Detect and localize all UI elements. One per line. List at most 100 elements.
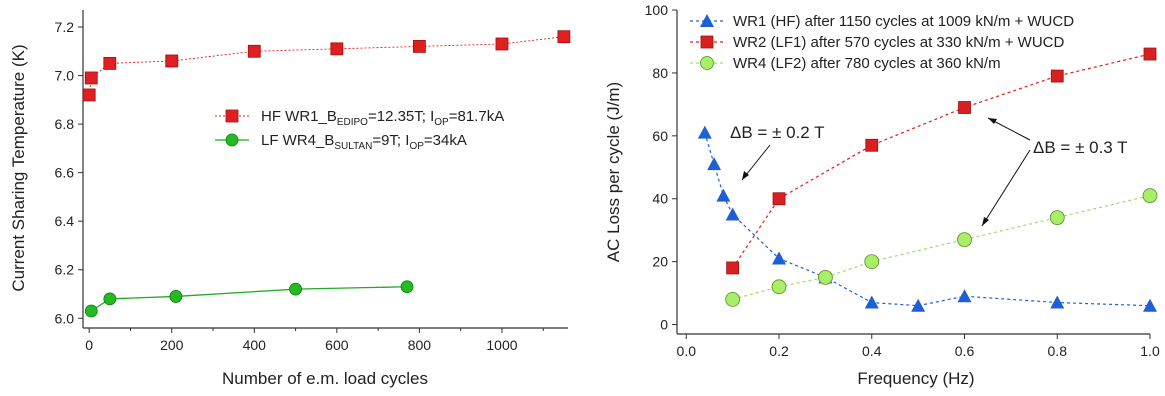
square-marker <box>413 40 426 53</box>
circle-marker <box>725 291 741 307</box>
y-tick-label: 6.6 <box>55 165 75 181</box>
legend-hf-sub1: EDIPO <box>337 117 368 128</box>
triangle-marker <box>716 188 731 202</box>
svg-text:LF WR4_BSULTAN=9T; IOP=34kA: LF WR4_BSULTAN=9T; IOP=34kA <box>261 132 467 152</box>
series-line <box>732 195 1151 300</box>
left-y-axis-label: Current Sharing Temperature (K) <box>9 44 28 291</box>
right-x-ticks: 0.0 0.2 0.4 0.6 0.8 1.0 <box>677 334 1160 359</box>
left-x-axis-label: Number of e.m. load cycles <box>222 369 428 388</box>
legend-hf-pre: HF WR1_B <box>261 108 337 125</box>
square-marker <box>1050 69 1064 83</box>
legend-hf-mid: =12.35T; I <box>368 108 434 125</box>
x-tick-label: 0.4 <box>862 343 882 359</box>
square-marker <box>495 37 509 51</box>
left-chart: 6.06.26.46.66.87.07.2 0 200 400 600 800 1000 … <box>9 10 571 388</box>
y-tick-label: 6.8 <box>55 116 75 132</box>
annotation-arrowhead-03b <box>982 217 989 226</box>
left-legend: HF WR1_BEDIPO=12.35T; IOP=81.7kA LF WR4_… <box>215 108 504 152</box>
x-tick-label: 0 <box>85 337 93 353</box>
legend-wr2-label: WR2 (LF1) after 570 cycles at 330 kN/m +… <box>733 34 1065 51</box>
left-legend-item-hf: HF WR1_BEDIPO=12.35T; IOP=81.7kA <box>215 108 504 128</box>
circle-marker <box>864 254 880 270</box>
square-marker <box>865 138 879 152</box>
x-tick-label: 0.2 <box>769 343 789 359</box>
circle-marker <box>169 290 183 303</box>
square-marker <box>772 192 786 206</box>
square-marker <box>958 101 971 114</box>
svg-text:HF WR1_BEDIPO=12.35T; IOP=81.7: HF WR1_BEDIPO=12.35T; IOP=81.7kA <box>261 108 504 128</box>
square-marker <box>84 71 98 85</box>
x-tick-label: 0.8 <box>1048 343 1068 359</box>
y-tick-label: 6.2 <box>55 262 75 278</box>
legend-lf-sub2: OP <box>409 141 424 152</box>
square-marker <box>247 44 261 58</box>
triangle-marker <box>864 295 879 309</box>
series-line <box>88 36 564 96</box>
triangle-marker <box>725 207 740 221</box>
series-line <box>732 53 1151 269</box>
square-marker <box>557 30 571 44</box>
square-marker <box>726 261 740 275</box>
y-tick-label: 80 <box>652 65 668 81</box>
annotation-delta-b-02: ΔB = ± 0.2 T <box>730 123 825 142</box>
series-line <box>704 132 1151 307</box>
legend-wr1-label: WR1 (HF) after 1150 cycles at 1009 kN/m … <box>733 13 1074 30</box>
triangle-marker <box>957 289 972 303</box>
legend-hf-post: =81.7kA <box>449 108 504 125</box>
right-series <box>697 47 1158 312</box>
right-legend-item-wr4: WR4 (LF2) after 780 cycles at 360 kN/m <box>690 55 1001 72</box>
square-marker <box>165 54 179 68</box>
x-tick-label: 0.6 <box>955 343 975 359</box>
circle-marker <box>1142 188 1158 203</box>
square-marker <box>330 42 344 56</box>
x-tick-label: 400 <box>243 337 267 353</box>
legend-wr4-label: WR4 (LF2) after 780 cycles at 360 kN/m <box>733 55 1001 72</box>
right-chart: 0 20 40 60 80 100 0.0 0.2 0.4 0.6 0.8 1.0 Frequenc… <box>604 2 1160 388</box>
series-line <box>90 286 408 312</box>
x-tick-label: 1.0 <box>1140 343 1160 359</box>
triangle-marker <box>772 251 787 265</box>
legend-lf-sub1: SULTAN <box>334 141 372 152</box>
right-legend-item-wr1: WR1 (HF) after 1150 cycles at 1009 kN/m … <box>690 13 1074 30</box>
circle-marker <box>957 232 972 248</box>
legend-circle-marker <box>225 133 239 147</box>
right-legend-item-wr2: WR2 (LF1) after 570 cycles at 330 kN/m +… <box>690 34 1065 51</box>
x-tick-label: 800 <box>408 337 432 353</box>
right-legend: WR1 (HF) after 1150 cycles at 1009 kN/m … <box>690 13 1074 72</box>
y-tick-label: 7.0 <box>55 68 75 84</box>
circle-marker <box>289 282 302 296</box>
y-tick-label: 6.0 <box>55 310 75 326</box>
x-tick-label: 600 <box>325 337 349 353</box>
legend-square-marker <box>225 109 239 123</box>
y-tick-label: 7.2 <box>55 19 75 35</box>
circle-marker <box>817 269 833 285</box>
square-marker <box>1143 47 1157 61</box>
legend-lf-pre: LF WR4_B <box>261 132 334 149</box>
triangle-marker <box>1050 295 1065 309</box>
left-series <box>82 30 571 318</box>
circle-marker <box>84 304 98 318</box>
triangle-marker <box>911 298 926 312</box>
x-tick-label: 200 <box>160 337 184 353</box>
triangle-marker <box>1143 298 1157 312</box>
annotation-arrowhead-03a <box>988 118 997 124</box>
circle-marker <box>771 279 787 295</box>
annotation-arrow-03b <box>981 149 1031 227</box>
y-tick-label: 6.4 <box>55 213 75 229</box>
y-tick-label: 40 <box>652 191 668 207</box>
legend-lf-mid: =9T; I <box>372 132 409 149</box>
circle-marker <box>400 280 414 294</box>
legend-circle-marker <box>700 56 714 70</box>
left-y-ticks: 6.0 6.2 6.4 6.6 6.8 7.0 7.2 <box>55 19 83 326</box>
triangle-marker <box>707 157 722 171</box>
circle-marker <box>103 292 117 306</box>
triangle-marker <box>697 125 712 139</box>
y-tick-label: 100 <box>645 2 669 18</box>
legend-hf-sub2: OP <box>434 117 449 128</box>
y-tick-label: 0 <box>660 317 668 333</box>
y-tick-label: 60 <box>652 128 668 144</box>
annotation-delta-b-03: ΔB = ± 0.3 T <box>1033 138 1128 157</box>
right-y-ticks: 0 20 40 60 80 100 <box>645 2 677 333</box>
circle-marker <box>1049 210 1065 226</box>
